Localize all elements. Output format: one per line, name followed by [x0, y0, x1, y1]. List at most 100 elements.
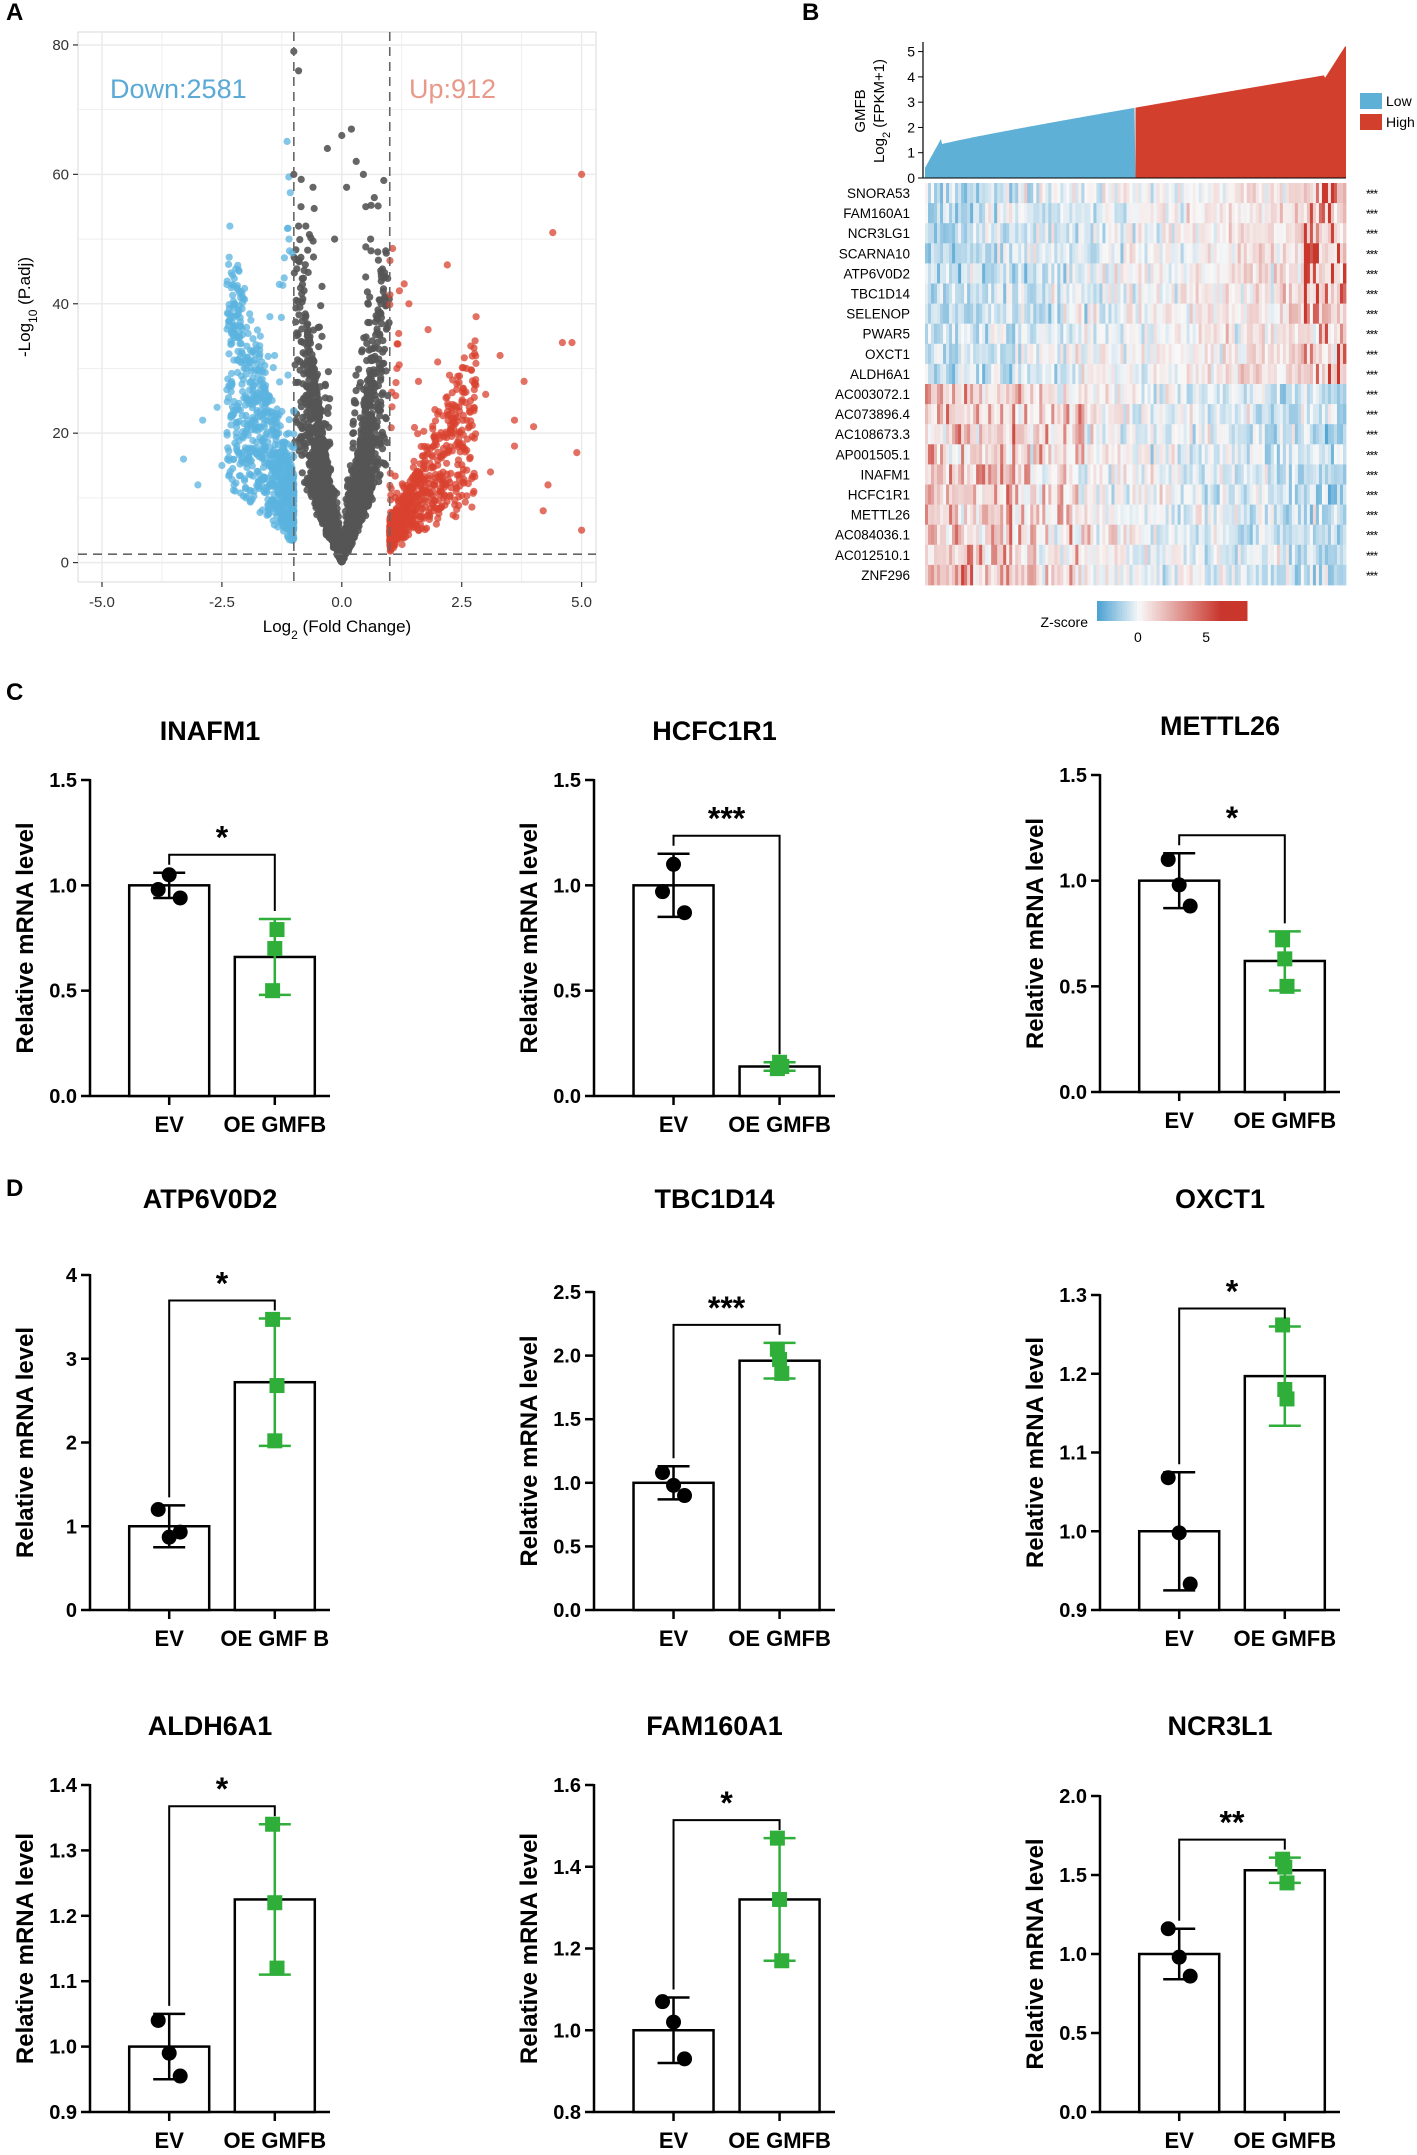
- volcano-point: [281, 471, 289, 479]
- heatmap-cell: [1285, 223, 1290, 244]
- heatmap-cell: [976, 183, 980, 204]
- volcano-point: [245, 470, 253, 478]
- heatmap-cell: [1201, 203, 1206, 224]
- heatmap-cell: [997, 283, 1001, 304]
- volcano-point: [312, 445, 320, 453]
- heatmap-cell: [1177, 243, 1182, 264]
- heatmap-cell: [1231, 183, 1236, 204]
- heatmap-cell: [1066, 243, 1070, 264]
- heatmap-cell: [1246, 183, 1251, 204]
- heatmap-cell: [970, 223, 974, 244]
- volcano-point: [367, 247, 375, 255]
- volcano-point: [349, 429, 357, 438]
- heatmap-cell: [1213, 223, 1218, 244]
- volcano-point: [324, 523, 332, 531]
- heatmap-cell: [1027, 263, 1031, 284]
- volcano-point: [368, 412, 376, 420]
- heatmap-cell: [1192, 223, 1197, 244]
- heatmap-cell: [1126, 203, 1130, 224]
- volcano-point: [346, 516, 354, 524]
- heatmap-cell: [1054, 203, 1058, 224]
- heatmap-cell: [1189, 203, 1194, 224]
- volcano-point: [398, 480, 406, 488]
- volcano-point: [236, 314, 244, 322]
- heatmap-cell: [1000, 283, 1004, 304]
- volcano-point: [309, 183, 317, 191]
- heatmap-cell: [1024, 243, 1028, 264]
- heatmap-cell: [1108, 223, 1112, 244]
- volcano-point: [303, 332, 311, 340]
- heatmap-cell: [1159, 243, 1163, 264]
- volcano-point: [309, 253, 318, 261]
- heatmap-cell: [1249, 263, 1254, 284]
- heatmap-cell: [1057, 243, 1061, 264]
- heatmap-cell: [1039, 263, 1043, 284]
- heatmap-cell: [934, 283, 938, 304]
- heatmap-cell: [1243, 243, 1248, 264]
- heatmap-cell: [949, 263, 953, 284]
- volcano-point: [223, 398, 231, 406]
- heatmap-cell: [1003, 283, 1007, 304]
- heatmap-cell: [1000, 203, 1004, 224]
- heatmap-cell: [1012, 283, 1016, 304]
- heatmap-cell: [1291, 263, 1296, 284]
- heatmap-cell: [1195, 183, 1200, 204]
- volcano-point: [225, 350, 233, 358]
- volcano-point: [439, 468, 447, 476]
- heatmap-cell: [1246, 263, 1251, 284]
- volcano-point: [453, 403, 461, 411]
- heatmap-cell: [952, 283, 956, 304]
- heatmap-cell: [1009, 263, 1013, 284]
- heatmap-cell: [964, 223, 968, 244]
- volcano-point: [378, 428, 386, 436]
- heatmap-cell: [1150, 183, 1154, 204]
- heatmap-cell: [1111, 243, 1115, 264]
- heatmap-cell: [1036, 223, 1040, 244]
- heatmap-cell: [1051, 263, 1055, 284]
- heatmap-cell: [1165, 243, 1169, 264]
- volcano-point: [368, 453, 376, 462]
- heatmap-cell: [1267, 263, 1272, 284]
- heatmap-cell: [967, 263, 971, 284]
- heatmap-cell: [1237, 263, 1242, 284]
- heatmap-cell: [1324, 203, 1329, 224]
- volcano-point: [373, 325, 381, 333]
- heatmap-cell: [1336, 203, 1341, 224]
- heatmap-cell: [1072, 223, 1076, 244]
- heatmap-cell: [1111, 183, 1115, 204]
- volcano-point: [304, 397, 312, 405]
- heatmap-cell: [1057, 283, 1061, 304]
- volcano-point: [360, 500, 368, 508]
- y-tick-label: 60: [52, 166, 69, 183]
- volcano-point: [455, 378, 463, 386]
- heatmap-cell: [1060, 223, 1064, 244]
- heatmap-cell: [1216, 203, 1221, 224]
- volcano-point: [428, 453, 437, 461]
- heatmap-cell: [1156, 243, 1160, 264]
- heatmap-cell: [946, 203, 950, 224]
- volcano-point: [307, 383, 316, 391]
- heatmap-cell: [976, 223, 980, 244]
- heatmap-cell: [1105, 203, 1109, 224]
- volcano-point: [238, 412, 246, 420]
- heatmap-cell: [1012, 183, 1016, 204]
- heatmap-cell: [1045, 203, 1049, 224]
- heatmap-cell: [937, 283, 941, 304]
- heatmap-cell: [1093, 183, 1097, 204]
- volcano-point: [295, 222, 303, 230]
- heatmap-cell: [1024, 223, 1028, 244]
- down-count-label: Down:2581: [110, 74, 247, 104]
- volcano-point: [400, 280, 408, 288]
- heatmap-cell: [1087, 183, 1091, 204]
- heatmap-cell: [1078, 183, 1082, 204]
- heatmap-cell: [1189, 183, 1194, 204]
- heatmap-cell: [1000, 183, 1004, 204]
- heatmap-cell: [1066, 223, 1070, 244]
- heatmap-cell: [1234, 203, 1239, 224]
- heatmap-cell: [937, 243, 941, 264]
- volcano-point: [323, 514, 331, 522]
- volcano-point: [364, 429, 372, 437]
- heatmap-cell: [1120, 223, 1124, 244]
- heatmap-cell: [1285, 243, 1290, 264]
- heatmap-cell: [973, 183, 977, 204]
